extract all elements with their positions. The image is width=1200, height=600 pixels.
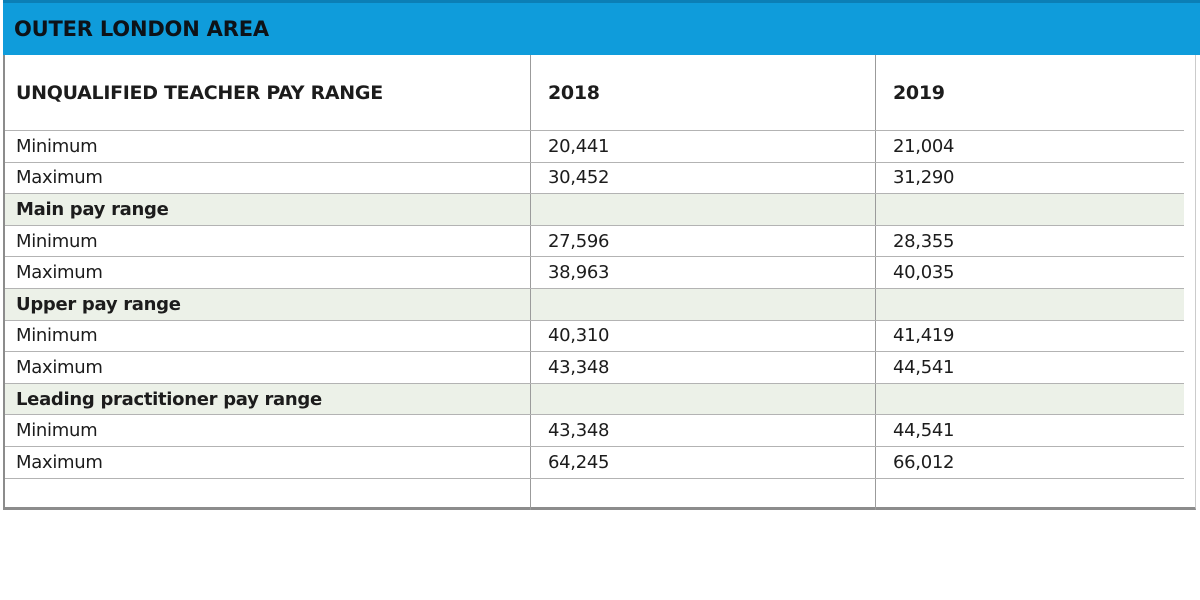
value-2018 <box>530 383 875 415</box>
value-2018: 27,596 <box>530 225 875 257</box>
row-label: Minimum <box>16 135 98 157</box>
page-title: OUTER LONDON AREA <box>14 17 269 41</box>
value-2019: 40,035 <box>875 257 1184 288</box>
table-header-row: UNQUALIFIED TEACHER PAY RANGE 2018 2019 <box>5 55 1184 131</box>
row-label: Maximum <box>16 262 103 284</box>
value-2018: 40,310 <box>530 320 875 352</box>
value-2018: 64,245 <box>530 446 875 478</box>
row-label: Maximum <box>16 356 103 378</box>
value-2019: 21,004 <box>875 131 1184 162</box>
section-header-row: Main pay range <box>5 194 1184 226</box>
value-2018: 43,348 <box>530 352 875 383</box>
value-2018 <box>530 478 875 511</box>
row-label <box>5 479 530 511</box>
row-label: Leading practitioner pay range <box>16 388 322 410</box>
table-row: Minimum 43,348 44,541 <box>5 415 1184 447</box>
section-header-row: Upper pay range <box>5 288 1184 321</box>
table-row: Minimum 20,441 21,004 <box>5 131 1184 163</box>
column-header-pay-range: UNQUALIFIED TEACHER PAY RANGE <box>16 81 383 104</box>
value-2019: 41,419 <box>875 320 1184 352</box>
value-2018: 38,963 <box>530 257 875 288</box>
row-label: Main pay range <box>16 198 169 220</box>
row-label: Minimum <box>16 420 98 442</box>
row-label: Minimum <box>16 230 98 252</box>
table-row: Maximum 64,245 66,012 <box>5 446 1184 479</box>
value-2019 <box>875 383 1184 415</box>
table-row: Maximum 38,963 40,035 <box>5 257 1184 289</box>
row-label: Upper pay range <box>16 293 181 315</box>
section-header-row: Leading practitioner pay range <box>5 383 1184 416</box>
value-2019: 44,541 <box>875 352 1184 383</box>
table-body: UNQUALIFIED TEACHER PAY RANGE 2018 2019 … <box>5 55 1184 511</box>
row-label: Maximum <box>16 451 103 473</box>
column-header-2018: 2018 <box>530 55 875 130</box>
value-2019: 66,012 <box>875 446 1184 478</box>
row-label: Minimum <box>16 325 98 347</box>
table-row: Maximum 30,452 31,290 <box>5 162 1184 195</box>
row-label: Maximum <box>16 167 103 189</box>
column-header-2019: 2019 <box>875 55 1184 130</box>
value-2019 <box>875 288 1184 320</box>
value-2019: 28,355 <box>875 225 1184 257</box>
table-row: Minimum 40,310 41,419 <box>5 320 1184 353</box>
value-2018: 30,452 <box>530 162 875 194</box>
value-2018 <box>530 288 875 320</box>
title-bar: OUTER LONDON AREA <box>3 0 1200 55</box>
value-2018: 43,348 <box>530 415 875 446</box>
pay-table: UNQUALIFIED TEACHER PAY RANGE 2018 2019 … <box>3 55 1196 511</box>
value-2019: 31,290 <box>875 162 1184 194</box>
value-2019 <box>875 478 1184 511</box>
empty-row <box>5 478 1184 511</box>
value-2018: 20,441 <box>530 131 875 162</box>
value-2018 <box>530 194 875 225</box>
table-row: Minimum 27,596 28,355 <box>5 225 1184 258</box>
value-2019 <box>875 194 1184 225</box>
table-row: Maximum 43,348 44,541 <box>5 352 1184 384</box>
value-2019: 44,541 <box>875 415 1184 446</box>
